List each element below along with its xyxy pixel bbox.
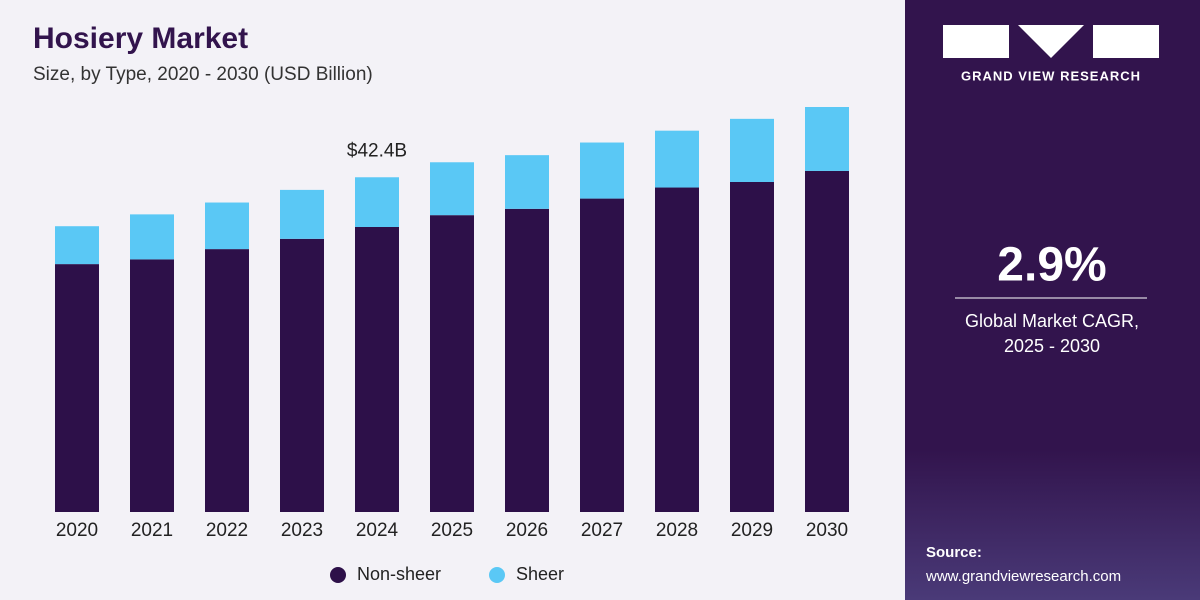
- source-url: www.grandviewresearch.com: [925, 568, 1121, 585]
- x-tick-label: 2020: [56, 520, 98, 541]
- bar-segment: [355, 177, 399, 227]
- x-tick-label: 2024: [356, 520, 399, 541]
- bar-segment: [130, 259, 174, 512]
- x-tick-label: 2030: [806, 520, 848, 541]
- x-tick-label: 2021: [131, 520, 173, 541]
- bar-segment: [580, 198, 624, 512]
- x-tick-label: 2026: [506, 520, 548, 541]
- bar-segment: [355, 227, 399, 512]
- brand: GRAND VIEW RESEARCH: [961, 68, 1141, 83]
- bar-segment: [430, 162, 474, 216]
- bar-segment: [280, 238, 324, 512]
- bar-segment: [805, 107, 849, 171]
- bar-segment: [205, 249, 249, 512]
- source-label: Source:: [926, 544, 982, 561]
- legend-label: Sheer: [516, 564, 564, 584]
- bar-segment: [55, 226, 99, 265]
- legend-marker: [330, 567, 346, 583]
- x-tick-label: 2028: [656, 520, 698, 541]
- logo-block: [1093, 25, 1159, 58]
- x-tick-label: 2023: [281, 520, 323, 541]
- cagr-value: 2.9%: [997, 239, 1106, 292]
- x-tick-label: 2025: [431, 520, 473, 541]
- bar-segment: [730, 118, 774, 182]
- cagr-caption: Global Market CAGR,: [965, 311, 1139, 331]
- logo-block: [943, 25, 1009, 58]
- bar-segment: [280, 189, 324, 239]
- side-panel: [905, 0, 1200, 600]
- logo-block: [1018, 25, 1084, 58]
- bar-segment: [730, 182, 774, 512]
- bar-segment: [505, 155, 549, 209]
- x-tick-label: 2027: [581, 520, 623, 541]
- chart-subtitle: Size, by Type, 2020 - 2030 (USD Billion): [33, 64, 373, 85]
- x-tick-label: 2029: [731, 520, 773, 541]
- cagr-caption: 2025 - 2030: [1004, 336, 1100, 356]
- x-tick-label: 2022: [206, 520, 248, 541]
- legend-label: Non-sheer: [357, 564, 441, 584]
- bar-segment: [505, 208, 549, 512]
- chart-title: Hosiery Market: [33, 22, 248, 55]
- bar-segment: [55, 264, 99, 512]
- bar-segment: [655, 187, 699, 513]
- bar-segment: [805, 170, 849, 512]
- bar-segment: [580, 142, 624, 199]
- bar-segment: [205, 202, 249, 250]
- logo: GRAND VIEW RESEARCH: [943, 25, 1159, 83]
- bar-segment: [130, 214, 174, 260]
- legend-marker: [489, 567, 505, 583]
- bar-segment: [430, 215, 474, 512]
- value-label: $42.4B: [347, 140, 407, 161]
- bar-segment: [655, 130, 699, 188]
